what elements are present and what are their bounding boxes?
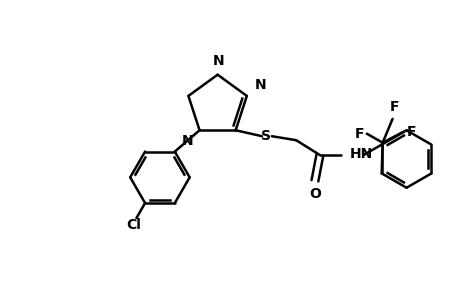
Text: N: N: [213, 54, 224, 68]
Text: Cl: Cl: [126, 218, 140, 232]
Text: O: O: [308, 187, 320, 201]
Text: F: F: [353, 127, 363, 141]
Text: S: S: [261, 129, 271, 143]
Text: F: F: [406, 125, 415, 139]
Text: HN: HN: [349, 146, 372, 161]
Text: N: N: [182, 134, 193, 148]
Text: N: N: [254, 78, 265, 92]
Text: F: F: [388, 100, 398, 114]
